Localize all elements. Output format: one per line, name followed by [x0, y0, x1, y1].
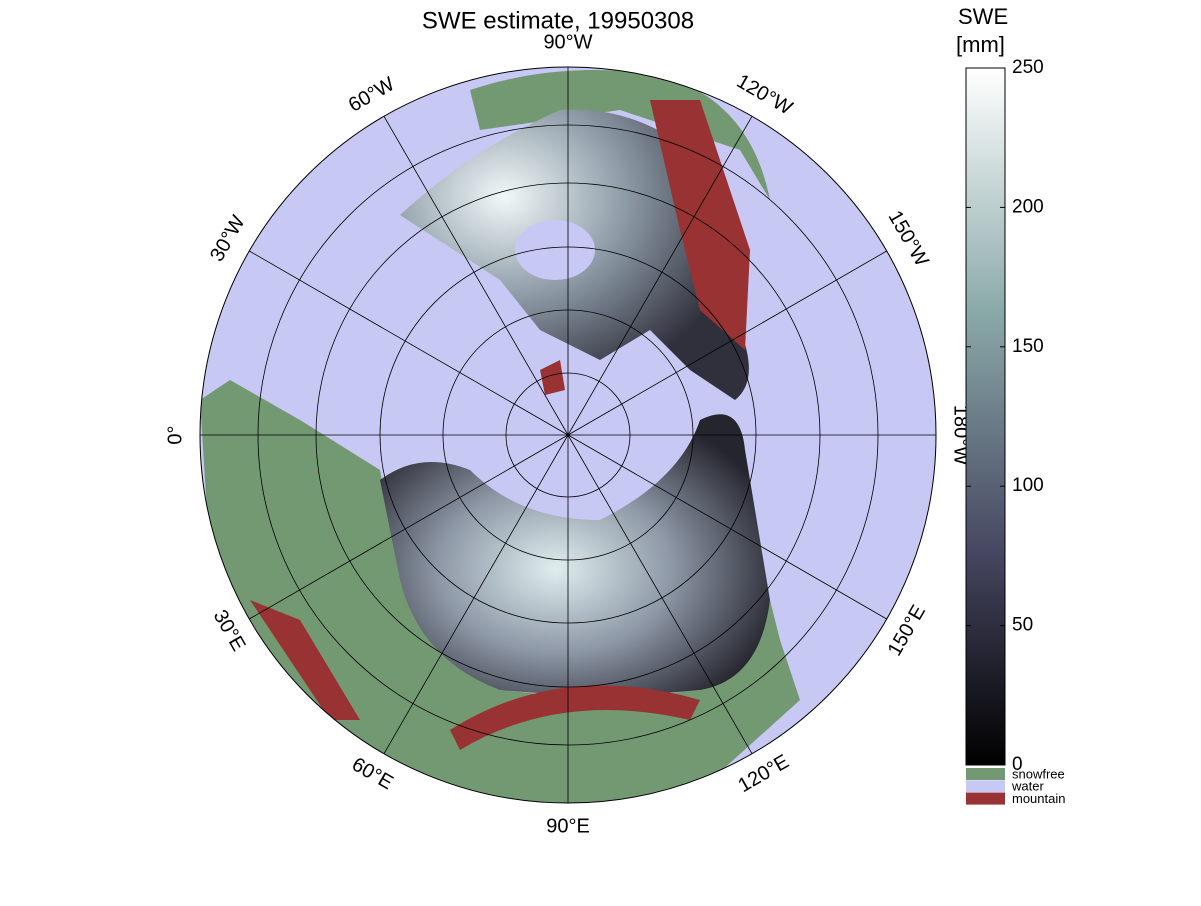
class-swatch [966, 780, 1005, 793]
meridian-label: 30°E [209, 606, 250, 655]
colorbar-units: [mm] [956, 32, 1005, 57]
land-mountain [250, 600, 360, 720]
meridian-label: 0° [164, 425, 186, 444]
land-mountain [650, 100, 750, 350]
land-snow [380, 414, 770, 695]
map-frame [199, 66, 937, 804]
title: SWE estimate, 19950308 [422, 7, 694, 34]
map [200, 67, 936, 803]
colorbar [965, 67, 1006, 766]
land-mountain [540, 360, 565, 395]
meridian-label: 30°W [206, 212, 250, 266]
meridian-label: 90°E [546, 815, 590, 837]
meridian [383, 434, 569, 754]
bay [515, 220, 595, 280]
colorbar-tick-label: 150 [1012, 336, 1044, 357]
class-swatch [966, 768, 1005, 780]
meridian [249, 434, 569, 620]
class-label: snowfree [1012, 766, 1065, 781]
meridian-label: 60°W [345, 73, 399, 117]
colorbar-tick-label: 100 [1012, 475, 1044, 496]
class-label: mountain [1012, 791, 1065, 806]
meridian [567, 250, 887, 436]
land-mountain [450, 685, 700, 750]
meridian [567, 116, 753, 436]
colorbar-tick-label: 0 [1012, 754, 1023, 775]
colorbar-tick-label: 250 [1012, 57, 1044, 78]
meridian [567, 434, 887, 620]
colorbar-title: SWE [958, 4, 1008, 29]
class-swatch [966, 792, 1005, 805]
colorbar-tick-label: 200 [1012, 196, 1044, 217]
meridian [249, 250, 569, 436]
class-label: water [1011, 779, 1044, 794]
meridian-label: 90°W [543, 31, 592, 53]
meridian-label: 60°E [348, 753, 397, 794]
colorbar-tick-label: 50 [1012, 615, 1033, 636]
meridian [383, 116, 569, 436]
meridian [567, 434, 753, 754]
